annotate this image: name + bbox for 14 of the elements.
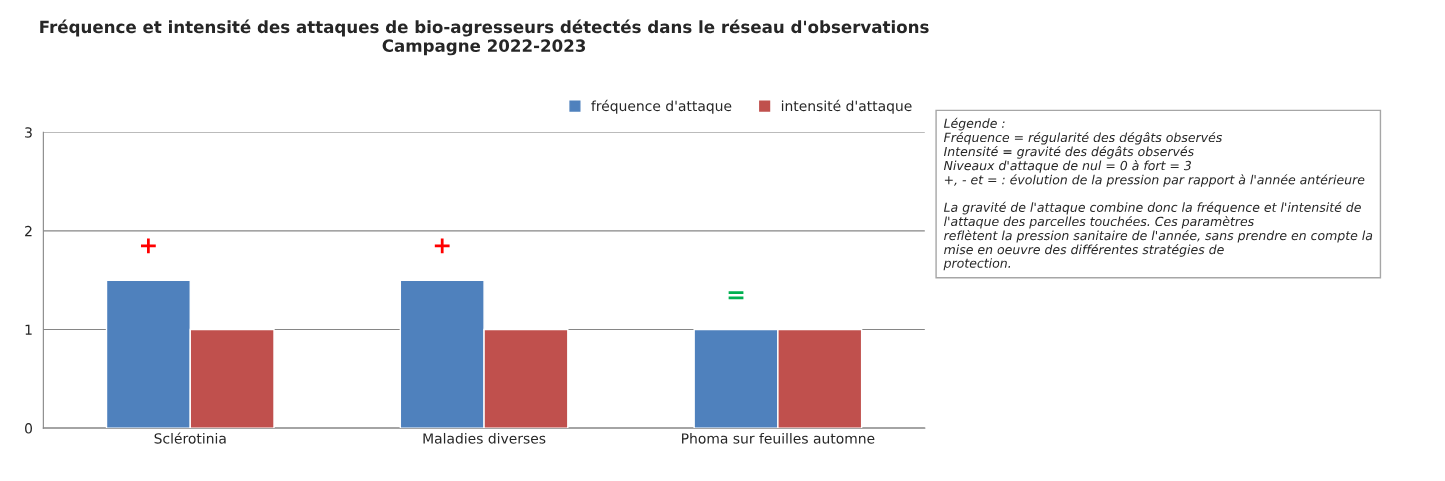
y-tick-label: 0 <box>25 423 33 434</box>
chart-title: Fréquence et intensité des attaques de bio-agresseurs détectés dans le réseau d'observations Campagne 2022-2023 <box>40 19 929 56</box>
text: Légende : Fréquence = régularité des dégâts observés Intensité = gravité des dégâts observés Niveaux d'attaque de nul = 0 à fort = 3 +, - et = : évolution de la pression par rapport à l'année antérieure La gravité de l'attaque combine donc la fréquence et l'intensité de l'attaque des parcelles touchées. Ces paramètres reflètent la pression sanitaire de l'année, sans prendre en compte la mise en oeuvre des différentes stratégies de protection. <box>943 117 1373 271</box>
y-tick-label: 2 <box>25 225 32 237</box>
y-tick-label: 3 <box>25 127 32 138</box>
x-tick-label: Sclérotinia <box>154 432 226 444</box>
x-tick-label: Maladies diverses <box>423 432 546 444</box>
annotation: + <box>141 238 156 254</box>
annotation: + <box>434 238 450 254</box>
y-tick-label: 1 <box>25 324 32 335</box>
annotation: = <box>728 291 744 300</box>
x-tick-label: Phoma sur feuilles automne <box>682 432 875 444</box>
legend-label: fréquence d'attaque <box>591 99 732 114</box>
legend-label: intensité d'attaque <box>781 99 912 114</box>
